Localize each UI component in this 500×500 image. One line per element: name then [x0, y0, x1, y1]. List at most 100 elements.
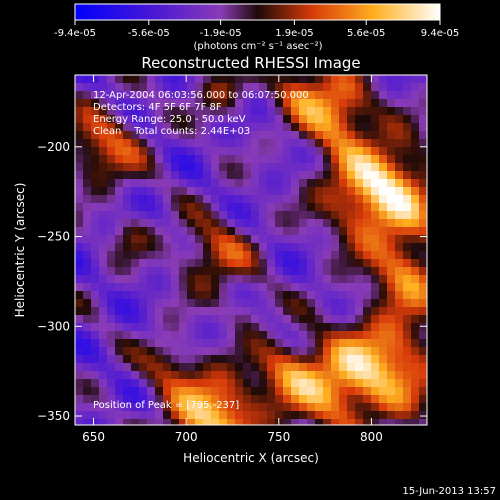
heatmap-cell — [147, 363, 156, 372]
heatmap-cell — [203, 267, 212, 276]
heatmap-cell — [291, 139, 300, 148]
heatmap-cell — [99, 195, 108, 204]
heatmap-cell — [107, 99, 116, 108]
heatmap-cell — [403, 275, 412, 284]
heatmap-cell — [371, 387, 380, 396]
heatmap-cell — [275, 275, 284, 284]
heatmap-cell — [227, 323, 236, 332]
heatmap-cell — [299, 379, 308, 388]
heatmap-cell — [83, 235, 92, 244]
heatmap-cell — [291, 323, 300, 332]
heatmap-cell — [275, 371, 284, 380]
heatmap-cell — [107, 211, 116, 220]
heatmap-cell — [179, 235, 188, 244]
heatmap-cell — [315, 171, 324, 180]
heatmap-cell — [267, 323, 276, 332]
heatmap-cell — [339, 243, 348, 252]
heatmap-cell — [403, 323, 412, 332]
heatmap-cell — [171, 243, 180, 252]
heatmap-cell — [139, 299, 148, 308]
heatmap-cell — [163, 139, 172, 148]
heatmap-cell — [323, 131, 332, 140]
heatmap-cell — [411, 363, 420, 372]
heatmap-cell — [115, 91, 124, 100]
heatmap-cell — [187, 363, 196, 372]
heatmap-cell — [259, 419, 268, 425]
heatmap-cell — [123, 83, 132, 92]
heatmap-cell — [99, 331, 108, 340]
heatmap-cell — [171, 115, 180, 124]
heatmap-cell — [107, 195, 116, 204]
heatmap-cell — [355, 251, 364, 260]
heatmap-cell — [219, 83, 228, 92]
heatmap-cell — [323, 211, 332, 220]
heatmap-cell — [387, 259, 396, 268]
heatmap-cell — [387, 91, 396, 100]
heatmap-cell — [91, 211, 100, 220]
heatmap-cell — [315, 259, 324, 268]
heatmap-cell — [75, 267, 84, 276]
heatmap-cell — [147, 147, 156, 156]
heatmap-cell — [123, 115, 132, 124]
heatmap-cell — [163, 123, 172, 132]
heatmap-cell — [331, 219, 340, 228]
heatmap-cell — [139, 171, 148, 180]
heatmap-cell — [235, 235, 244, 244]
heatmap-cell — [75, 371, 84, 380]
heatmap-cell — [227, 283, 236, 292]
heatmap-cell — [347, 107, 356, 116]
heatmap-cell — [387, 379, 396, 388]
heatmap-cell — [147, 403, 156, 412]
heatmap-cell — [139, 363, 148, 372]
heatmap-cell — [339, 147, 348, 156]
heatmap-cell — [75, 131, 84, 140]
heatmap-cell — [299, 419, 308, 425]
heatmap-cell — [227, 155, 236, 164]
heatmap-cell — [355, 267, 364, 276]
heatmap-cell — [259, 363, 268, 372]
heatmap-cell — [347, 379, 356, 388]
heatmap-cell — [371, 347, 380, 356]
heatmap-cell — [75, 379, 84, 388]
heatmap-cell — [83, 163, 92, 172]
heatmap-cell — [211, 379, 220, 388]
heatmap-cell — [291, 251, 300, 260]
heatmap-cell — [99, 203, 108, 212]
heatmap-cell — [123, 259, 132, 268]
heatmap-cell — [235, 419, 244, 425]
heatmap-cell — [323, 363, 332, 372]
heatmap-cell — [203, 179, 212, 188]
heatmap-cell — [99, 267, 108, 276]
heatmap-cell — [139, 227, 148, 236]
heatmap-cell — [155, 259, 164, 268]
heatmap-cell — [419, 251, 427, 260]
heatmap-cell — [323, 299, 332, 308]
heatmap-cell — [227, 419, 236, 425]
heatmap-image — [75, 75, 427, 425]
heatmap-cell — [123, 315, 132, 324]
heatmap-cell — [235, 331, 244, 340]
heatmap-cell — [219, 259, 228, 268]
heatmap-cell — [83, 203, 92, 212]
heatmap-cell — [99, 131, 108, 140]
heatmap-cell — [83, 91, 92, 100]
heatmap-cell — [371, 275, 380, 284]
heatmap-cell — [195, 291, 204, 300]
heatmap-cell — [115, 227, 124, 236]
heatmap-cell — [307, 107, 316, 116]
heatmap-cell — [147, 331, 156, 340]
heatmap-cell — [99, 259, 108, 268]
heatmap-cell — [323, 235, 332, 244]
heatmap-cell — [307, 123, 316, 132]
heatmap-cell — [131, 219, 140, 228]
heatmap-cell — [267, 347, 276, 356]
heatmap-cell — [227, 411, 236, 420]
heatmap-cell — [331, 243, 340, 252]
heatmap-cell — [331, 315, 340, 324]
heatmap-cell — [171, 179, 180, 188]
heatmap-cell — [307, 99, 316, 108]
heatmap-cell — [123, 387, 132, 396]
heatmap-cell — [379, 355, 388, 364]
heatmap-cell — [267, 371, 276, 380]
heatmap-cell — [339, 195, 348, 204]
